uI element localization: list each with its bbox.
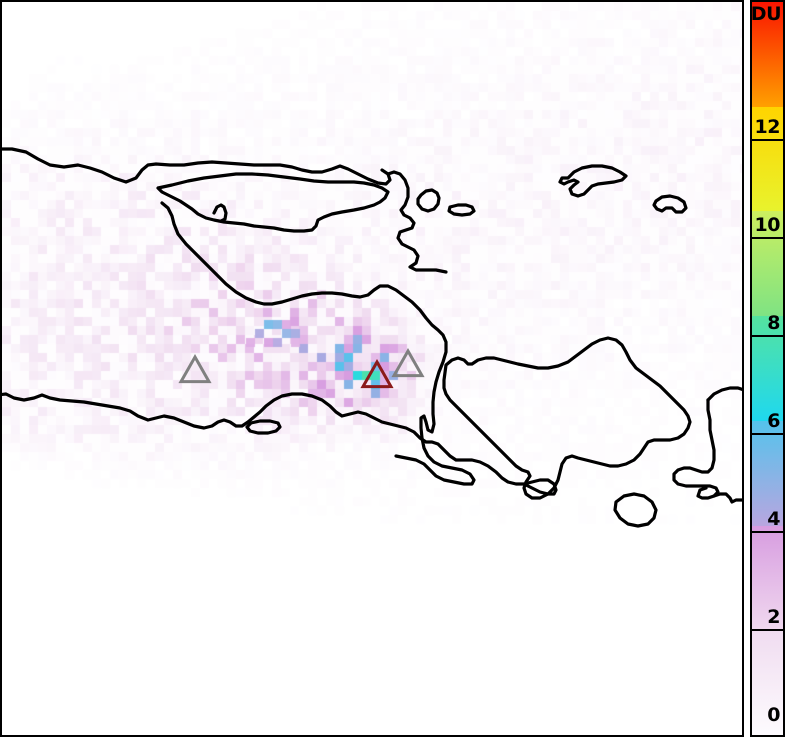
- colorbar-tick-line-6: [752, 433, 783, 435]
- coastline-java-south: [2, 392, 558, 496]
- colorbar-tick-label-8: 8: [767, 312, 780, 334]
- map-panel: [0, 0, 744, 737]
- coastline-java-north: [2, 147, 392, 186]
- colorbar-tick-line-4: [752, 531, 783, 533]
- colorbar-tick-line-10: [752, 237, 783, 239]
- coastline-layer: [2, 2, 742, 735]
- colorbar-band-8-10: [752, 211, 783, 317]
- colorbar-tick-line-8: [752, 335, 783, 337]
- triangle-icon: [178, 353, 212, 384]
- colorbar-tick-label-2: 2: [767, 606, 780, 628]
- coastline-java-east-arm: [160, 201, 476, 486]
- colorbar-tick-label-10: 10: [754, 214, 781, 236]
- triangle-icon: [391, 347, 425, 378]
- coastline-java-south-islet: [245, 419, 282, 435]
- coastline-bali: [442, 336, 692, 500]
- map-clip: [2, 2, 742, 735]
- coastline-lombok-west: [672, 398, 720, 500]
- colorbar-tick-line-2: [752, 629, 783, 631]
- island-small-2: [447, 203, 476, 217]
- colorbar-band-0-2: [752, 630, 783, 735]
- colorbar-panel: 12 10 8 6 4 2 0 DU: [750, 0, 785, 737]
- coastline-nusa-penida: [613, 492, 658, 528]
- colorbar-tick-label-12: 12: [754, 116, 781, 138]
- coastline-lombok-south: [712, 492, 742, 504]
- colorbar-tick-line-12: [752, 139, 783, 141]
- colorbar-tick-label-0: 0: [767, 704, 780, 726]
- coastline-madura: [156, 172, 390, 233]
- colorbar-gradient: [752, 2, 783, 735]
- colorbar-band-6-8: [752, 316, 783, 421]
- colorbar-tick-label-4: 4: [767, 508, 780, 530]
- colorbar-unit-label: DU: [750, 3, 782, 25]
- colorbar-band-10-12: [752, 106, 783, 212]
- island-kangean: [558, 164, 628, 198]
- colorbar-band-12-14: [752, 2, 783, 107]
- coastline-madura-bay: [212, 203, 228, 223]
- island-small-1: [416, 188, 441, 213]
- triangle-icon: [360, 358, 394, 389]
- colorbar-tick-label-6: 6: [767, 410, 780, 432]
- colorbar-band-4-6: [752, 420, 783, 526]
- coastline-java-north-inlet: [386, 170, 448, 274]
- colorbar-band-2-4: [752, 525, 783, 631]
- island-small-3: [652, 194, 688, 214]
- coastline-lombok: [706, 386, 742, 402]
